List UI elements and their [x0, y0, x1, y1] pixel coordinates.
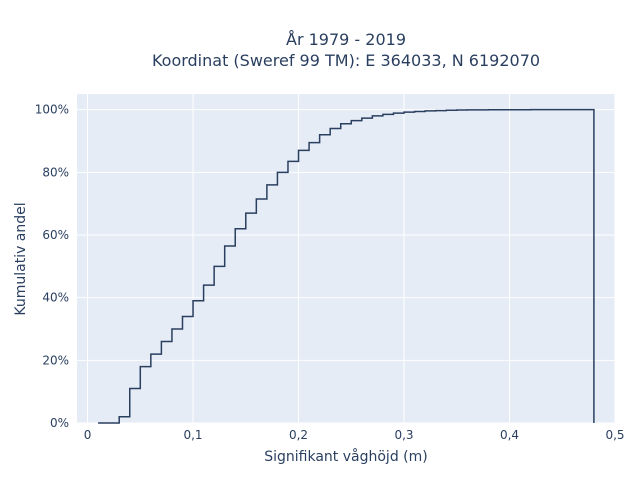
chart-title-line2: Koordinat (Sweref 99 TM): E 364033, N 61…: [152, 51, 540, 70]
x-tick-label: 0,4: [500, 428, 519, 442]
x-tick-label: 0: [84, 428, 92, 442]
x-tick-label: 0,5: [605, 428, 624, 442]
x-tick-label: 0,2: [289, 428, 308, 442]
x-tick-label: 0,1: [183, 428, 202, 442]
y-tick-label: 60%: [42, 228, 69, 242]
x-axis-title: Signifikant våghöjd (m): [264, 448, 427, 465]
x-tick-label: 0,3: [394, 428, 413, 442]
y-tick-label: 80%: [42, 165, 69, 179]
y-tick-label: 20%: [42, 353, 69, 367]
chart-title-line1: År 1979 - 2019: [286, 30, 406, 49]
y-axis-ticks: 0% 20% 40% 60% 80% 100%: [35, 103, 69, 430]
y-tick-label: 40%: [42, 291, 69, 305]
y-tick-label: 100%: [35, 103, 69, 117]
x-axis-ticks: 0 0,1 0,2 0,3 0,4 0,5: [84, 428, 625, 442]
cdf-step-line: [98, 108, 595, 424]
series-group: [98, 108, 595, 424]
y-axis-title: Kumulativ andel: [13, 202, 29, 315]
plot-area: [77, 94, 615, 423]
grid-lines: [77, 94, 616, 424]
y-tick-label: 0%: [50, 416, 69, 430]
